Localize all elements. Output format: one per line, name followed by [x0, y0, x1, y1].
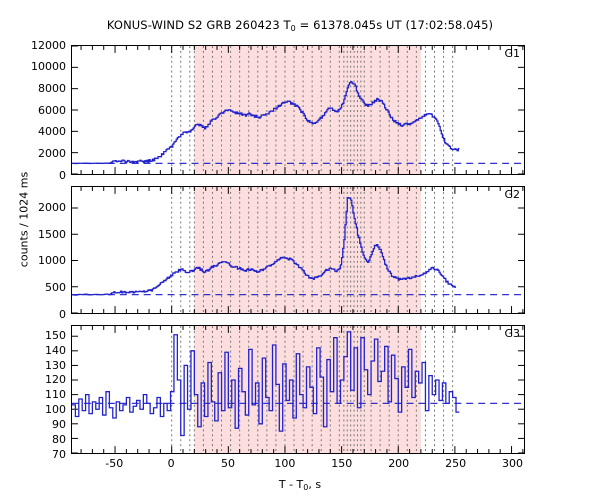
x-tick-label: 250 [445, 457, 467, 470]
y-tick-label: 150 [45, 328, 66, 342]
y-tick-label: 12000 [31, 38, 66, 52]
page-title: KONUS-WIND S2 GRB 260423 T0 = 61378.045s… [0, 18, 600, 33]
x-tick-label: 50 [221, 457, 236, 470]
light-curve-g3 [72, 331, 460, 437]
panel-g1: G1 [71, 45, 525, 175]
x-axis-label-subscript: 0 [303, 483, 309, 492]
light-curve-g1 [72, 81, 460, 165]
y-tick-label: 10000 [31, 60, 66, 74]
shaded-interval [194, 46, 421, 174]
title-subscript: 0 [290, 24, 296, 33]
x-tick-label: 150 [331, 457, 353, 470]
panel-g2: G2 [71, 186, 525, 314]
title-rest: = 61378.045s UT (17:02:58.045) [295, 18, 494, 32]
x-tick-label: 0 [167, 457, 175, 470]
y-tick-label: 110 [45, 388, 66, 402]
x-tick-label: 200 [388, 457, 410, 470]
x-axis-label: T - T0, s [0, 478, 600, 492]
x-axis-label-rest: , s [308, 478, 322, 491]
y-tick-label: 90 [52, 417, 66, 431]
y-tick-label: 500 [45, 280, 66, 294]
y-tick-label: 2000 [38, 200, 66, 214]
y-tick-label: 0 [59, 168, 66, 182]
shaded-interval [194, 187, 421, 313]
panel-g1-label: G1 [504, 47, 520, 60]
y-tick-label: 70 [52, 447, 66, 461]
panel-g1-plot [72, 46, 524, 174]
title-main: KONUS-WIND S2 GRB 260423 T [106, 18, 291, 32]
y-tick-label: 2000 [38, 146, 66, 160]
y-tick-label: 120 [45, 373, 66, 387]
y-tick-label: 80 [52, 432, 66, 446]
x-tick-label: 300 [501, 457, 523, 470]
x-tick-label: 100 [274, 457, 296, 470]
light-curve-g2 [72, 196, 457, 296]
y-tick-label: 8000 [38, 81, 66, 95]
y-tick-label: 0 [59, 307, 66, 321]
y-tick-label: 100 [45, 403, 66, 417]
y-tick-label: 6000 [38, 103, 66, 117]
x-axis-label-main: T - T [278, 478, 304, 491]
y-tick-label: 4000 [38, 125, 66, 139]
panel-g2-label: G2 [504, 188, 520, 201]
y-tick-label: 1500 [38, 227, 66, 241]
y-tick-label: 130 [45, 358, 66, 372]
x-tick-label: -50 [105, 457, 124, 470]
y-tick-label: 1000 [38, 254, 66, 268]
panel-g3-plot [72, 326, 524, 453]
y-tick-label: 140 [45, 343, 66, 357]
panel-g3: G3 [71, 325, 525, 454]
y-axis-label: counts / 1024 ms [17, 171, 31, 268]
panel-g3-label: G3 [504, 327, 520, 340]
panel-g2-plot [72, 187, 524, 313]
